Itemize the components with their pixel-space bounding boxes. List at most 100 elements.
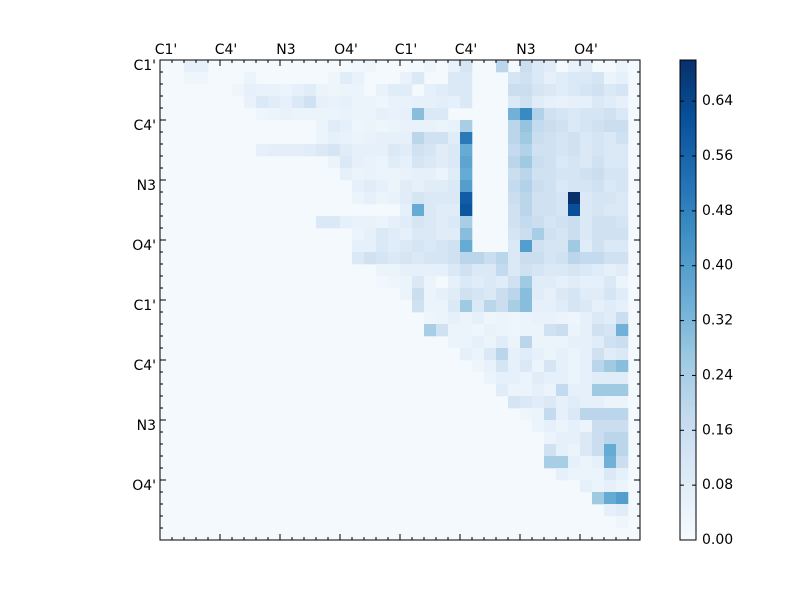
heatmap-cell bbox=[400, 72, 413, 85]
heatmap-cell bbox=[580, 228, 593, 241]
heatmap-cell bbox=[424, 108, 437, 121]
heatmap-cell bbox=[340, 216, 353, 229]
heatmap-cell bbox=[568, 192, 581, 205]
heatmap-cell bbox=[556, 396, 569, 409]
heatmap-cell bbox=[544, 288, 557, 301]
heatmap-cell bbox=[616, 72, 629, 85]
heatmap-cell bbox=[388, 132, 401, 145]
heatmap-cell bbox=[592, 144, 605, 157]
heatmap-cell bbox=[460, 96, 473, 109]
heatmap-cell bbox=[544, 144, 557, 157]
heatmap-cell bbox=[568, 228, 581, 241]
heatmap-cell bbox=[328, 96, 341, 109]
heatmap-cell bbox=[448, 72, 461, 85]
heatmap-cell bbox=[436, 324, 449, 337]
colorbar-tick-label: 0.08 bbox=[702, 477, 733, 493]
heatmap-cell bbox=[532, 168, 545, 181]
heatmap-cell bbox=[604, 252, 617, 265]
heatmap-cell bbox=[472, 336, 485, 349]
heatmap-cell bbox=[412, 132, 425, 145]
heatmap-cell bbox=[580, 324, 593, 337]
heatmap-cell bbox=[568, 240, 581, 253]
heatmap-cell bbox=[532, 132, 545, 145]
x-tick-label: C4' bbox=[455, 42, 478, 58]
heatmap-cell bbox=[544, 216, 557, 229]
heatmap-cell bbox=[424, 144, 437, 157]
heatmap-cell bbox=[580, 276, 593, 289]
heatmap-cell bbox=[520, 132, 533, 145]
heatmap-cell bbox=[496, 384, 509, 397]
heatmap-cell bbox=[592, 432, 605, 445]
y-tick-label: N3 bbox=[137, 418, 156, 434]
heatmap-cell bbox=[448, 84, 461, 97]
heatmap-cell bbox=[460, 228, 473, 241]
heatmap-cell bbox=[472, 288, 485, 301]
heatmap-cell bbox=[400, 168, 413, 181]
colorbar-tick-label: 0.48 bbox=[702, 203, 733, 219]
heatmap-cell bbox=[424, 300, 437, 313]
heatmap-cell bbox=[532, 276, 545, 289]
heatmap-cell bbox=[364, 108, 377, 121]
heatmap-cell bbox=[580, 144, 593, 157]
heatmap-cell bbox=[556, 168, 569, 181]
heatmap-cell bbox=[556, 264, 569, 277]
heatmap-cell bbox=[592, 372, 605, 385]
heatmap-cell bbox=[484, 336, 497, 349]
heatmap-cell bbox=[376, 144, 389, 157]
heatmap-cell bbox=[364, 240, 377, 253]
heatmap-cell bbox=[556, 432, 569, 445]
heatmap-cell bbox=[496, 288, 509, 301]
heatmap-cell bbox=[376, 180, 389, 193]
heatmap-cell bbox=[412, 252, 425, 265]
heatmap-cell bbox=[604, 420, 617, 433]
heatmap-cell bbox=[556, 444, 569, 457]
heatmap-cell bbox=[448, 264, 461, 277]
heatmap-cell bbox=[544, 240, 557, 253]
heatmap-cell bbox=[400, 120, 413, 133]
heatmap-cell bbox=[364, 216, 377, 229]
heatmap-cell bbox=[592, 96, 605, 109]
heatmap-cell bbox=[376, 156, 389, 169]
heatmap-cell bbox=[520, 312, 533, 325]
heatmap-cell bbox=[592, 192, 605, 205]
heatmap-cell bbox=[568, 372, 581, 385]
heatmap-cell bbox=[448, 228, 461, 241]
heatmap-cell bbox=[352, 132, 365, 145]
heatmap-cell bbox=[196, 60, 209, 73]
heatmap-cell bbox=[556, 228, 569, 241]
heatmap-cell bbox=[544, 360, 557, 373]
heatmap-cell bbox=[448, 60, 461, 73]
heatmap-cell bbox=[604, 348, 617, 361]
heatmap-cell bbox=[424, 324, 437, 337]
heatmap-cell bbox=[376, 168, 389, 181]
heatmap-cell bbox=[364, 132, 377, 145]
heatmap-cell bbox=[556, 120, 569, 133]
x-tick-label: C1' bbox=[395, 42, 418, 58]
heatmap-cell bbox=[484, 360, 497, 373]
heatmap-cell bbox=[604, 108, 617, 121]
heatmap-cell bbox=[556, 216, 569, 229]
heatmap-cell bbox=[328, 108, 341, 121]
heatmap-cell bbox=[328, 156, 341, 169]
heatmap-cell bbox=[616, 180, 629, 193]
heatmap-cell bbox=[412, 300, 425, 313]
heatmap-cell bbox=[544, 276, 557, 289]
heatmap-cell bbox=[616, 84, 629, 97]
heatmap-cell bbox=[604, 372, 617, 385]
heatmap-cell bbox=[592, 288, 605, 301]
heatmap-cell bbox=[616, 156, 629, 169]
heatmap-cell bbox=[352, 60, 365, 73]
heatmap-cell bbox=[544, 408, 557, 421]
heatmap-cell bbox=[340, 84, 353, 97]
heatmap-cell bbox=[448, 204, 461, 217]
plot-frame bbox=[159, 59, 641, 541]
y-tick-label: C4' bbox=[133, 118, 156, 134]
heatmap-cell bbox=[508, 180, 521, 193]
heatmap-cell bbox=[448, 96, 461, 109]
heatmap-cell bbox=[544, 336, 557, 349]
heatmap-cell bbox=[520, 204, 533, 217]
heatmap-cell bbox=[364, 156, 377, 169]
heatmap-cell bbox=[520, 348, 533, 361]
heatmap-cell bbox=[436, 216, 449, 229]
heatmap-cell bbox=[580, 420, 593, 433]
